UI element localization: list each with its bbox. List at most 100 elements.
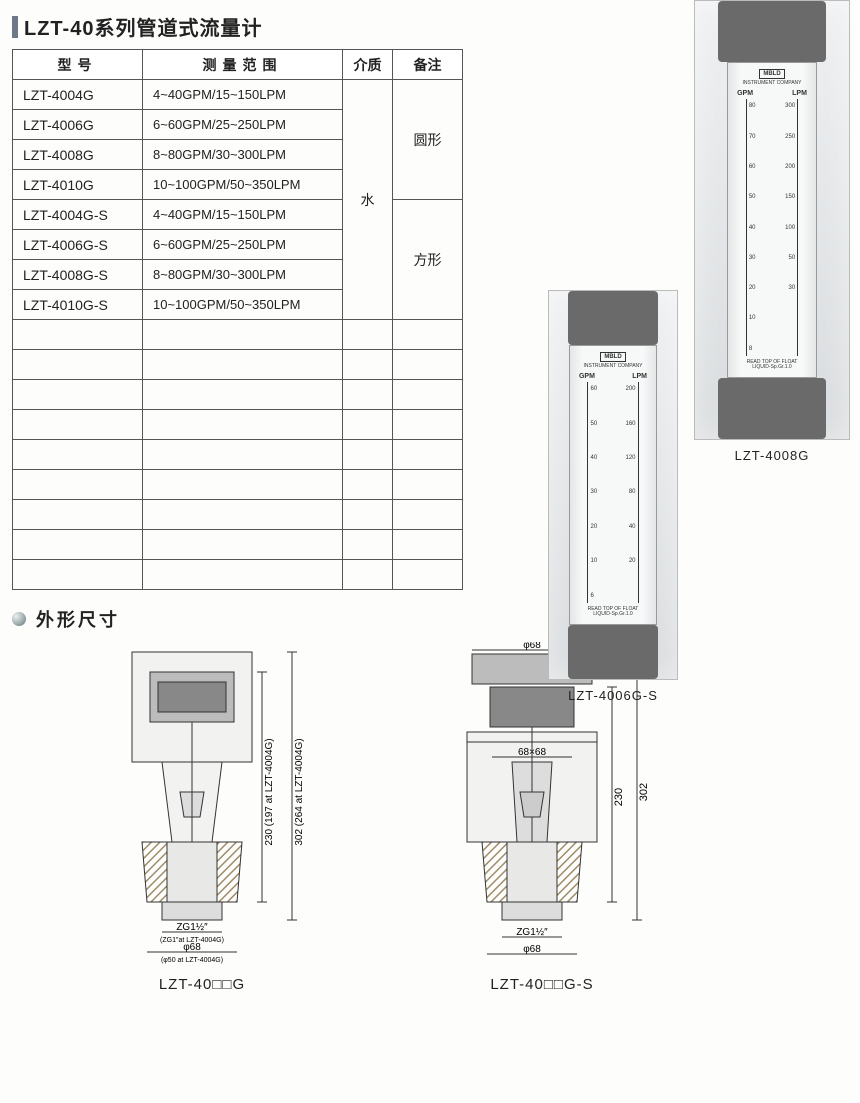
product-photo-4008g: MBLD INSTRUMENT COMPANY GPM LPM 80300702… [694,0,850,440]
cell-model: LZT-4004G [13,80,143,110]
photo-label-4008g: LZT-4008G [694,448,850,463]
table-row-empty [13,350,463,380]
brand-label: MBLD [600,352,625,362]
cell-empty [343,440,393,470]
scale: 6020050160401203080204010206 [587,382,638,602]
cell-empty [393,350,463,380]
dim-phi68-top: φ68 [523,642,541,651]
cell-empty [13,470,143,500]
cell-empty [393,320,463,350]
cap-bottom [718,378,826,439]
cell-model: LZT-4006G [13,110,143,140]
scale-unit-labels: GPM LPM [579,373,647,380]
cell-range: 8~80GPM/30~300LPM [143,260,343,290]
table-row: LZT-4004G-S4~40GPM/15~150LPM方形 [13,200,463,230]
scale: 803007025060200501504010030502030108 [746,99,798,355]
cap-bottom [568,625,658,679]
cell-empty [343,320,393,350]
cell-empty [143,410,343,440]
cell-empty [393,500,463,530]
cell-range: 10~100GPM/50~350LPM [143,290,343,320]
table-row-empty [13,410,463,440]
cell-empty [343,500,393,530]
product-photo-4006gs: MBLD INSTRUMENT COMPANY GPM LPM 60200501… [548,290,678,680]
scale-tick: 2040 [588,524,637,530]
cell-empty [143,320,343,350]
cell-empty [343,530,393,560]
cell-empty [143,440,343,470]
dim-thread-r: ZG1½″ [516,927,548,938]
cell-range: 4~40GPM/15~150LPM [143,80,343,110]
cell-empty [143,500,343,530]
cell-empty [393,380,463,410]
table-row-empty [13,560,463,590]
meter-body: MBLD INSTRUMENT COMPANY GPM LPM 80300702… [727,62,816,377]
cell-empty [13,500,143,530]
col-medium: 介质 [343,50,393,80]
foot-text: READ TOP OF FLOAT LIQUID-Sp.Gr.1.0 [747,360,798,371]
table-row: LZT-4004G4~40GPM/15~150LPM水圆形 [13,80,463,110]
page-title: LZT-40系列管道式流量计 [24,12,262,41]
table-row-empty [13,470,463,500]
cell-empty [343,380,393,410]
cell-empty [13,350,143,380]
cell-empty [13,560,143,590]
table-row-empty [13,320,463,350]
table-row-empty [13,500,463,530]
scale-tick: 3080 [588,489,637,495]
cell-model: LZT-4010G-S [13,290,143,320]
scale-tick: 3050 [747,255,797,261]
bullet-icon [12,612,26,626]
scale-tick: 40120 [588,455,637,461]
photo-label-4006gs: LZT-4006G-S [548,688,678,703]
table-row-empty [13,380,463,410]
cell-range: 8~80GPM/30~300LPM [143,140,343,170]
dim-phi68-r: φ68 [523,944,541,955]
cap-top [718,1,826,62]
cell-empty [13,440,143,470]
cell-empty [143,380,343,410]
cell-empty [343,350,393,380]
cell-empty [143,350,343,380]
dim-230r: 230 [613,788,625,806]
table-row-empty [13,530,463,560]
lpm-label: LPM [632,373,647,380]
cell-range: 4~40GPM/15~150LPM [143,200,343,230]
scale-tick: 2030 [747,285,797,291]
col-remark: 备注 [393,50,463,80]
scale-tick: 6 [588,593,637,599]
dimensions-title: 外形尺寸 [36,606,120,632]
cell-empty [393,560,463,590]
scale-tick: 60200 [747,164,797,170]
cell-model: LZT-4004G-S [13,200,143,230]
lpm-label: LPM [792,90,807,97]
cell-model: LZT-4010G [13,170,143,200]
cell-empty [393,470,463,500]
cell-range: 6~60GPM/25~250LPM [143,110,343,140]
diagram-square-label: LZT-40□□G-S [490,976,593,993]
scale-tick: 80300 [747,103,797,109]
dim-thread: ZG1½″ [176,922,208,933]
cell-empty [343,560,393,590]
cell-empty [343,410,393,440]
cell-range: 10~100GPM/50~350LPM [143,170,343,200]
cell-empty [143,470,343,500]
dim-phi68-note: (φ50 at LZT-4004G) [161,957,223,964]
cell-model: LZT-4008G-S [13,260,143,290]
cell-empty [393,530,463,560]
cell-empty [13,380,143,410]
cell-model: LZT-4008G [13,140,143,170]
dim-phi68: φ68 [183,942,201,953]
cell-model: LZT-4006G-S [13,230,143,260]
cap-top [568,291,658,345]
cell-range: 6~60GPM/25~250LPM [143,230,343,260]
cell-remark-square: 方形 [393,200,463,320]
scale-tick: 50150 [747,194,797,200]
dim-302r: 302 [638,783,650,801]
dim-230: 230 (197 at LZT-4004G) [264,738,275,845]
gpm-label: GPM [579,373,595,380]
scale-tick: 50160 [588,421,637,427]
cell-remark-round: 圆形 [393,80,463,200]
diagram-round: 230 (197 at LZT-4004G) 302 (264 at LZT-4… [62,642,342,993]
scale-tick: 1020 [588,558,637,564]
